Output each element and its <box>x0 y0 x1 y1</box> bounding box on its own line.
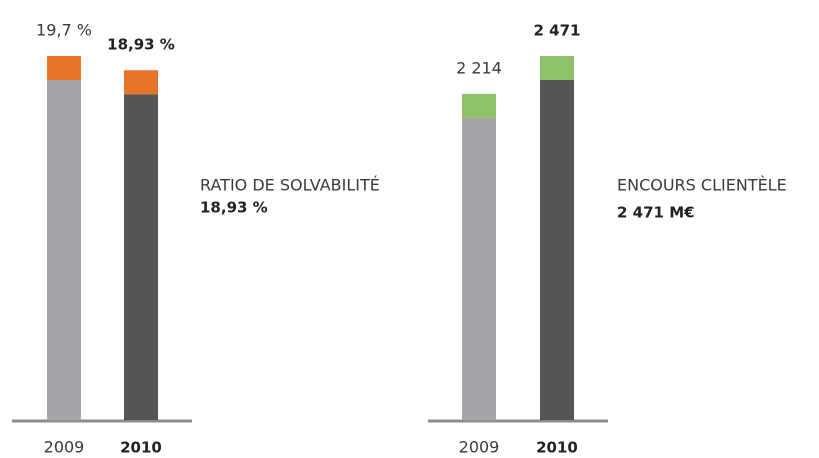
bar-cap <box>540 56 574 80</box>
caption: RATIO DE SOLVABILITÉ <box>200 176 380 195</box>
caption-value: 2 471 M€ <box>617 204 695 222</box>
caption: ENCOURS CLIENTÈLE <box>617 176 787 195</box>
value-label: 19,7 % <box>36 21 92 40</box>
x-tick-label: 2009 <box>44 438 85 457</box>
x-tick-label: 2010 <box>120 439 162 457</box>
bar-body <box>124 94 158 420</box>
bar <box>540 56 574 420</box>
bar-body <box>462 117 496 420</box>
x-tick-label: 2010 <box>536 439 578 457</box>
value-label: 2 214 <box>456 58 502 77</box>
x-tick-label: 2009 <box>459 438 500 457</box>
value-label: 2 471 <box>534 22 581 40</box>
caption-value: 18,93 % <box>200 199 268 217</box>
bar-body <box>47 80 81 420</box>
bar <box>462 93 496 420</box>
bar-cap <box>124 70 158 95</box>
bar-body <box>540 80 574 420</box>
bar <box>47 56 81 420</box>
bar-cap <box>47 56 81 80</box>
value-label: 18,93 % <box>107 36 175 54</box>
bar-cap <box>462 93 496 118</box>
bar <box>124 70 158 420</box>
